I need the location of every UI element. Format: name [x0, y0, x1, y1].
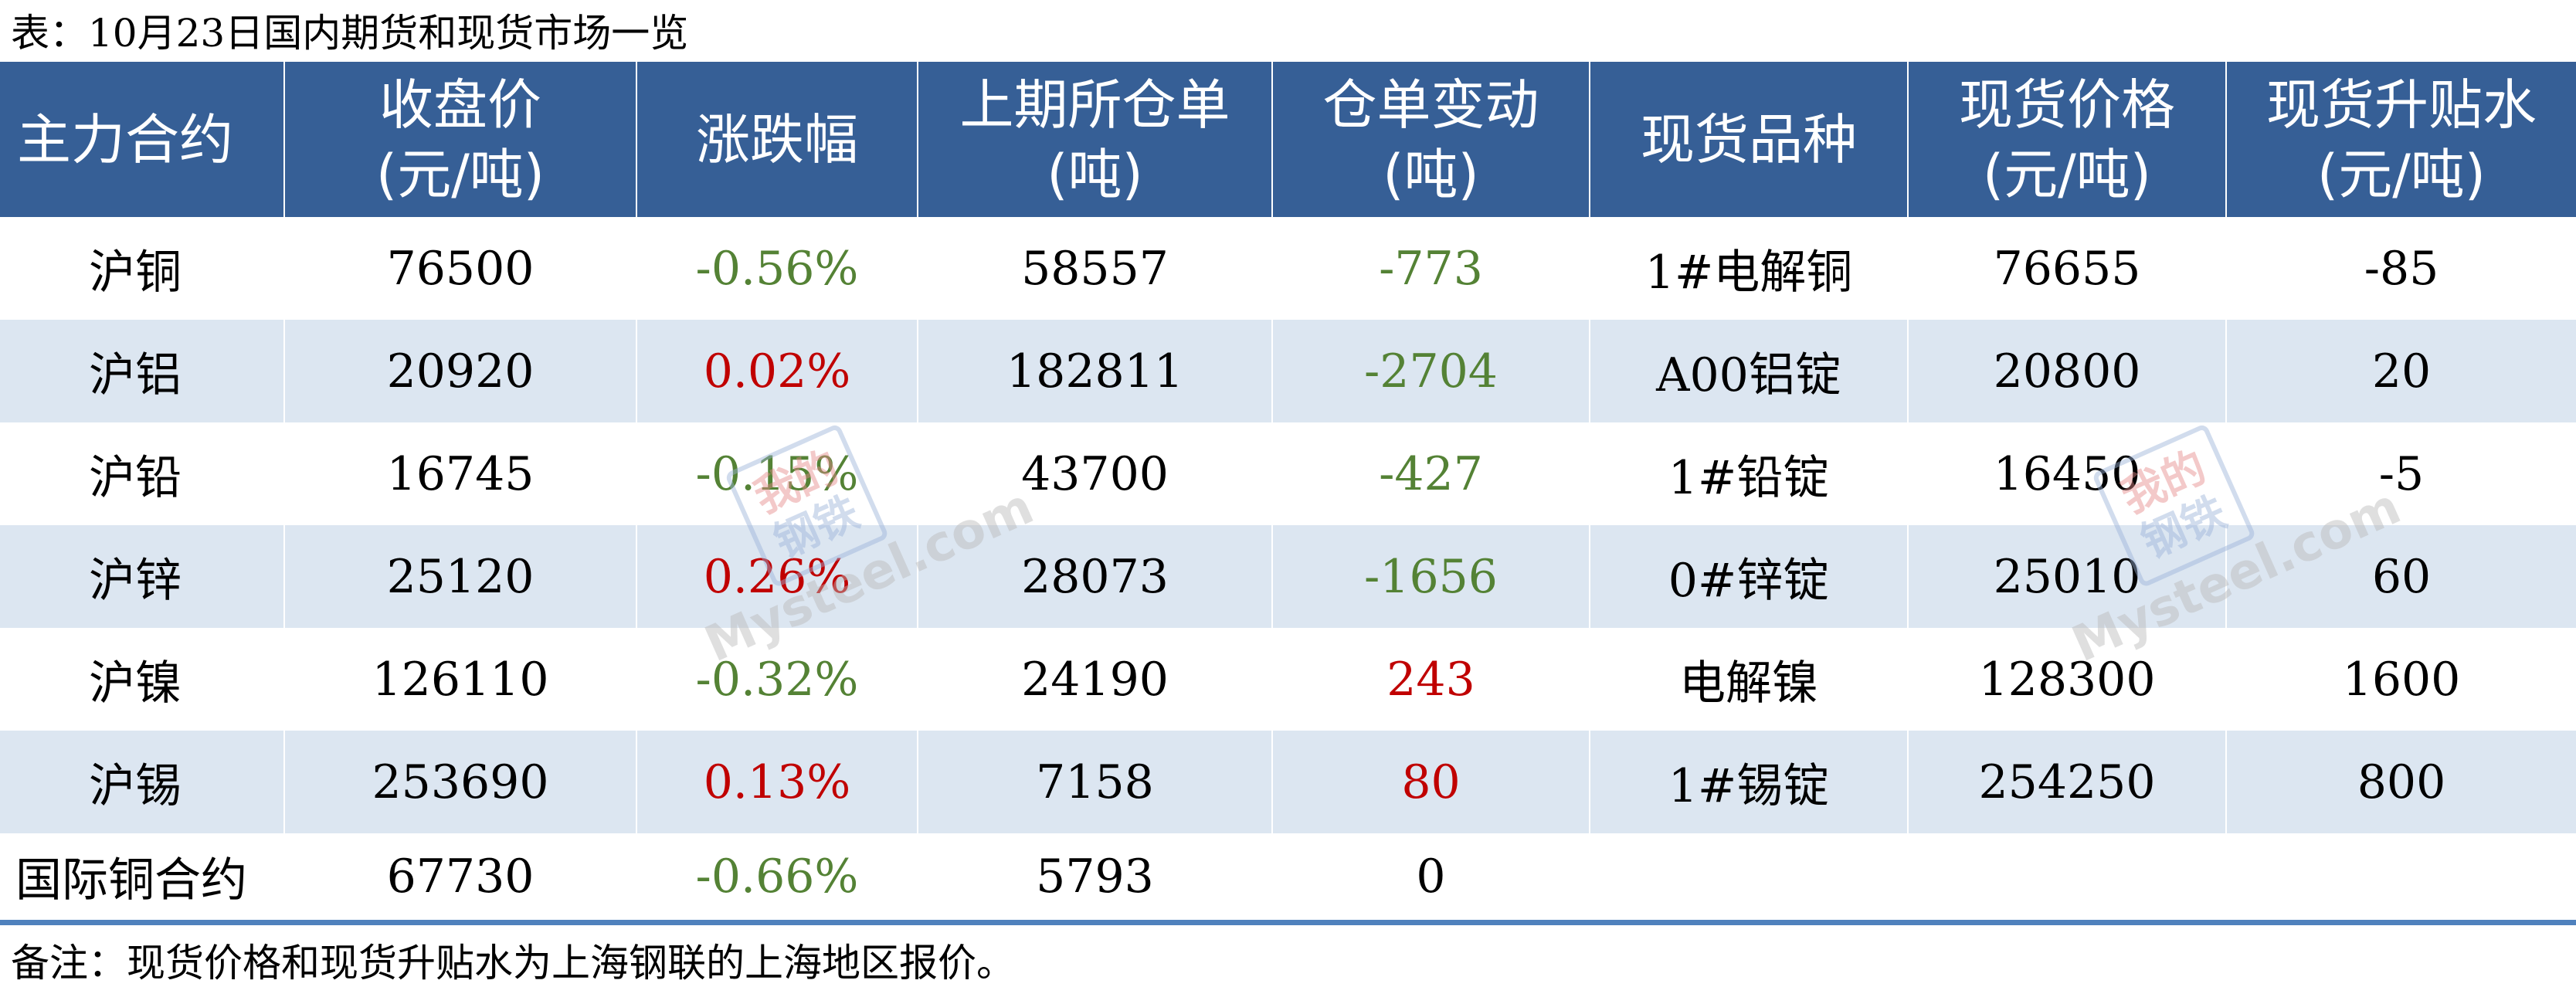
warrant-change-cell: 80 — [1272, 731, 1590, 833]
warrant-cell: 7158 — [918, 731, 1273, 833]
warrant-cell: 182811 — [918, 320, 1273, 422]
header-spot-price: 现货价格 (元/吨) — [1908, 62, 2227, 217]
table-row: 沪铅 16745 -0.15% 43700 -427 1#铅锭 16450 -5 — [0, 422, 2576, 525]
header-basis: 现货升贴水 (元/吨) — [2226, 62, 2576, 217]
change-cell: -0.56% — [636, 217, 918, 320]
basis-cell — [2226, 833, 2576, 925]
spot-variety-cell: 1#铅锭 — [1590, 422, 1909, 525]
spot-price-cell: 254250 — [1908, 731, 2227, 833]
header-change: 涨跌幅 — [636, 62, 918, 217]
change-cell: 0.26% — [636, 525, 918, 628]
market-table: 主力合约 收盘价 (元/吨) 涨跌幅 上期所仓单 (吨) 仓单变动 (吨) 现货品种 … — [0, 62, 2576, 925]
header-warrant: 上期所仓单 (吨) — [918, 62, 1273, 217]
change-cell: 0.02% — [636, 320, 918, 422]
spot-variety-cell: 1#电解铜 — [1590, 217, 1909, 320]
close-cell: 253690 — [284, 731, 637, 833]
spot-price-cell: 16450 — [1908, 422, 2227, 525]
table-row: 沪铜 76500 -0.56% 58557 -773 1#电解铜 76655 -… — [0, 217, 2576, 320]
warrant-change-cell: -1656 — [1272, 525, 1590, 628]
warrant-cell: 28073 — [918, 525, 1273, 628]
close-cell: 126110 — [284, 628, 637, 731]
contract-cell: 沪镍 — [0, 628, 285, 731]
table-row: 沪铝 20920 0.02% 182811 -2704 A00铝锭 20800 … — [0, 320, 2576, 422]
close-cell: 20920 — [284, 320, 637, 422]
contract-cell: 沪铝 — [0, 320, 285, 422]
contract-cell: 沪锡 — [0, 731, 285, 833]
warrant-change-cell: -427 — [1272, 422, 1590, 525]
warrant-cell: 58557 — [918, 217, 1273, 320]
spot-price-cell: 25010 — [1908, 525, 2227, 628]
header-row: 主力合约 收盘价 (元/吨) 涨跌幅 上期所仓单 (吨) 仓单变动 (吨) 现货品种 … — [0, 62, 2576, 217]
basis-cell: -5 — [2378, 446, 2425, 501]
warrant-cell: 24190 — [918, 628, 1273, 731]
warrant-change-cell: 243 — [1272, 628, 1590, 731]
table-row: 沪锡 253690 0.13% 7158 80 1#锡锭 254250 800 — [0, 731, 2576, 833]
table-row: 国际铜合约 67730 -0.66% 5793 0 — [0, 833, 2576, 925]
change-cell: -0.32% — [636, 628, 918, 731]
spot-variety-cell — [1590, 833, 1909, 925]
table-title: 表：10月23日国内期货和现货市场一览 — [11, 11, 689, 56]
warrant-change-cell: -773 — [1272, 217, 1590, 320]
change-cell: -0.15% — [636, 422, 918, 525]
basis-cell: 1600 — [2342, 652, 2461, 707]
spot-price-cell: 128300 — [1908, 628, 2227, 731]
header-contract: 主力合约 — [0, 62, 285, 217]
close-cell: 25120 — [284, 525, 637, 628]
spot-variety-cell: 0#锌锭 — [1590, 525, 1909, 628]
spot-variety-cell: 电解镍 — [1590, 628, 1909, 731]
close-cell: 67730 — [284, 833, 637, 925]
warrant-change-cell: 0 — [1272, 833, 1590, 925]
header-spot-variety: 现货品种 — [1590, 62, 1909, 217]
table-row: 沪锌 25120 0.26% 28073 -1656 0#锌锭 25010 60 — [0, 525, 2576, 628]
basis-cell: 20 — [2226, 320, 2576, 422]
change-cell: -0.66% — [636, 833, 918, 925]
close-cell: 16745 — [284, 422, 637, 525]
footnote: 备注：现货价格和现货升贴水为上海钢联的上海地区报价。 — [11, 941, 1015, 985]
warrant-cell: 5793 — [918, 833, 1273, 925]
close-cell: 76500 — [284, 217, 637, 320]
header-close: 收盘价 (元/吨) — [284, 62, 637, 217]
warrant-cell: 43700 — [918, 422, 1273, 525]
basis-cell: -85 — [2364, 241, 2439, 296]
contract-cell: 沪锌 — [0, 525, 285, 628]
spot-variety-cell: A00铝锭 — [1590, 320, 1909, 422]
basis-cell: 800 — [2226, 731, 2576, 833]
spot-price-cell: 76655 — [1908, 217, 2227, 320]
change-cell: 0.13% — [636, 731, 918, 833]
contract-cell: 沪铅 — [0, 422, 285, 525]
spot-price-cell: 20800 — [1908, 320, 2227, 422]
spot-price-cell — [1908, 833, 2227, 925]
basis-cell: 60 — [2226, 525, 2576, 628]
header-warrant-change: 仓单变动 (吨) — [1272, 62, 1590, 217]
contract-cell: 国际铜合约 — [0, 833, 285, 925]
warrant-change-cell: -2704 — [1272, 320, 1590, 422]
contract-cell: 沪铜 — [0, 217, 285, 320]
table-row: 沪镍 126110 -0.32% 24190 243 电解镍 128300 16… — [0, 628, 2576, 731]
spot-variety-cell: 1#锡锭 — [1590, 731, 1909, 833]
